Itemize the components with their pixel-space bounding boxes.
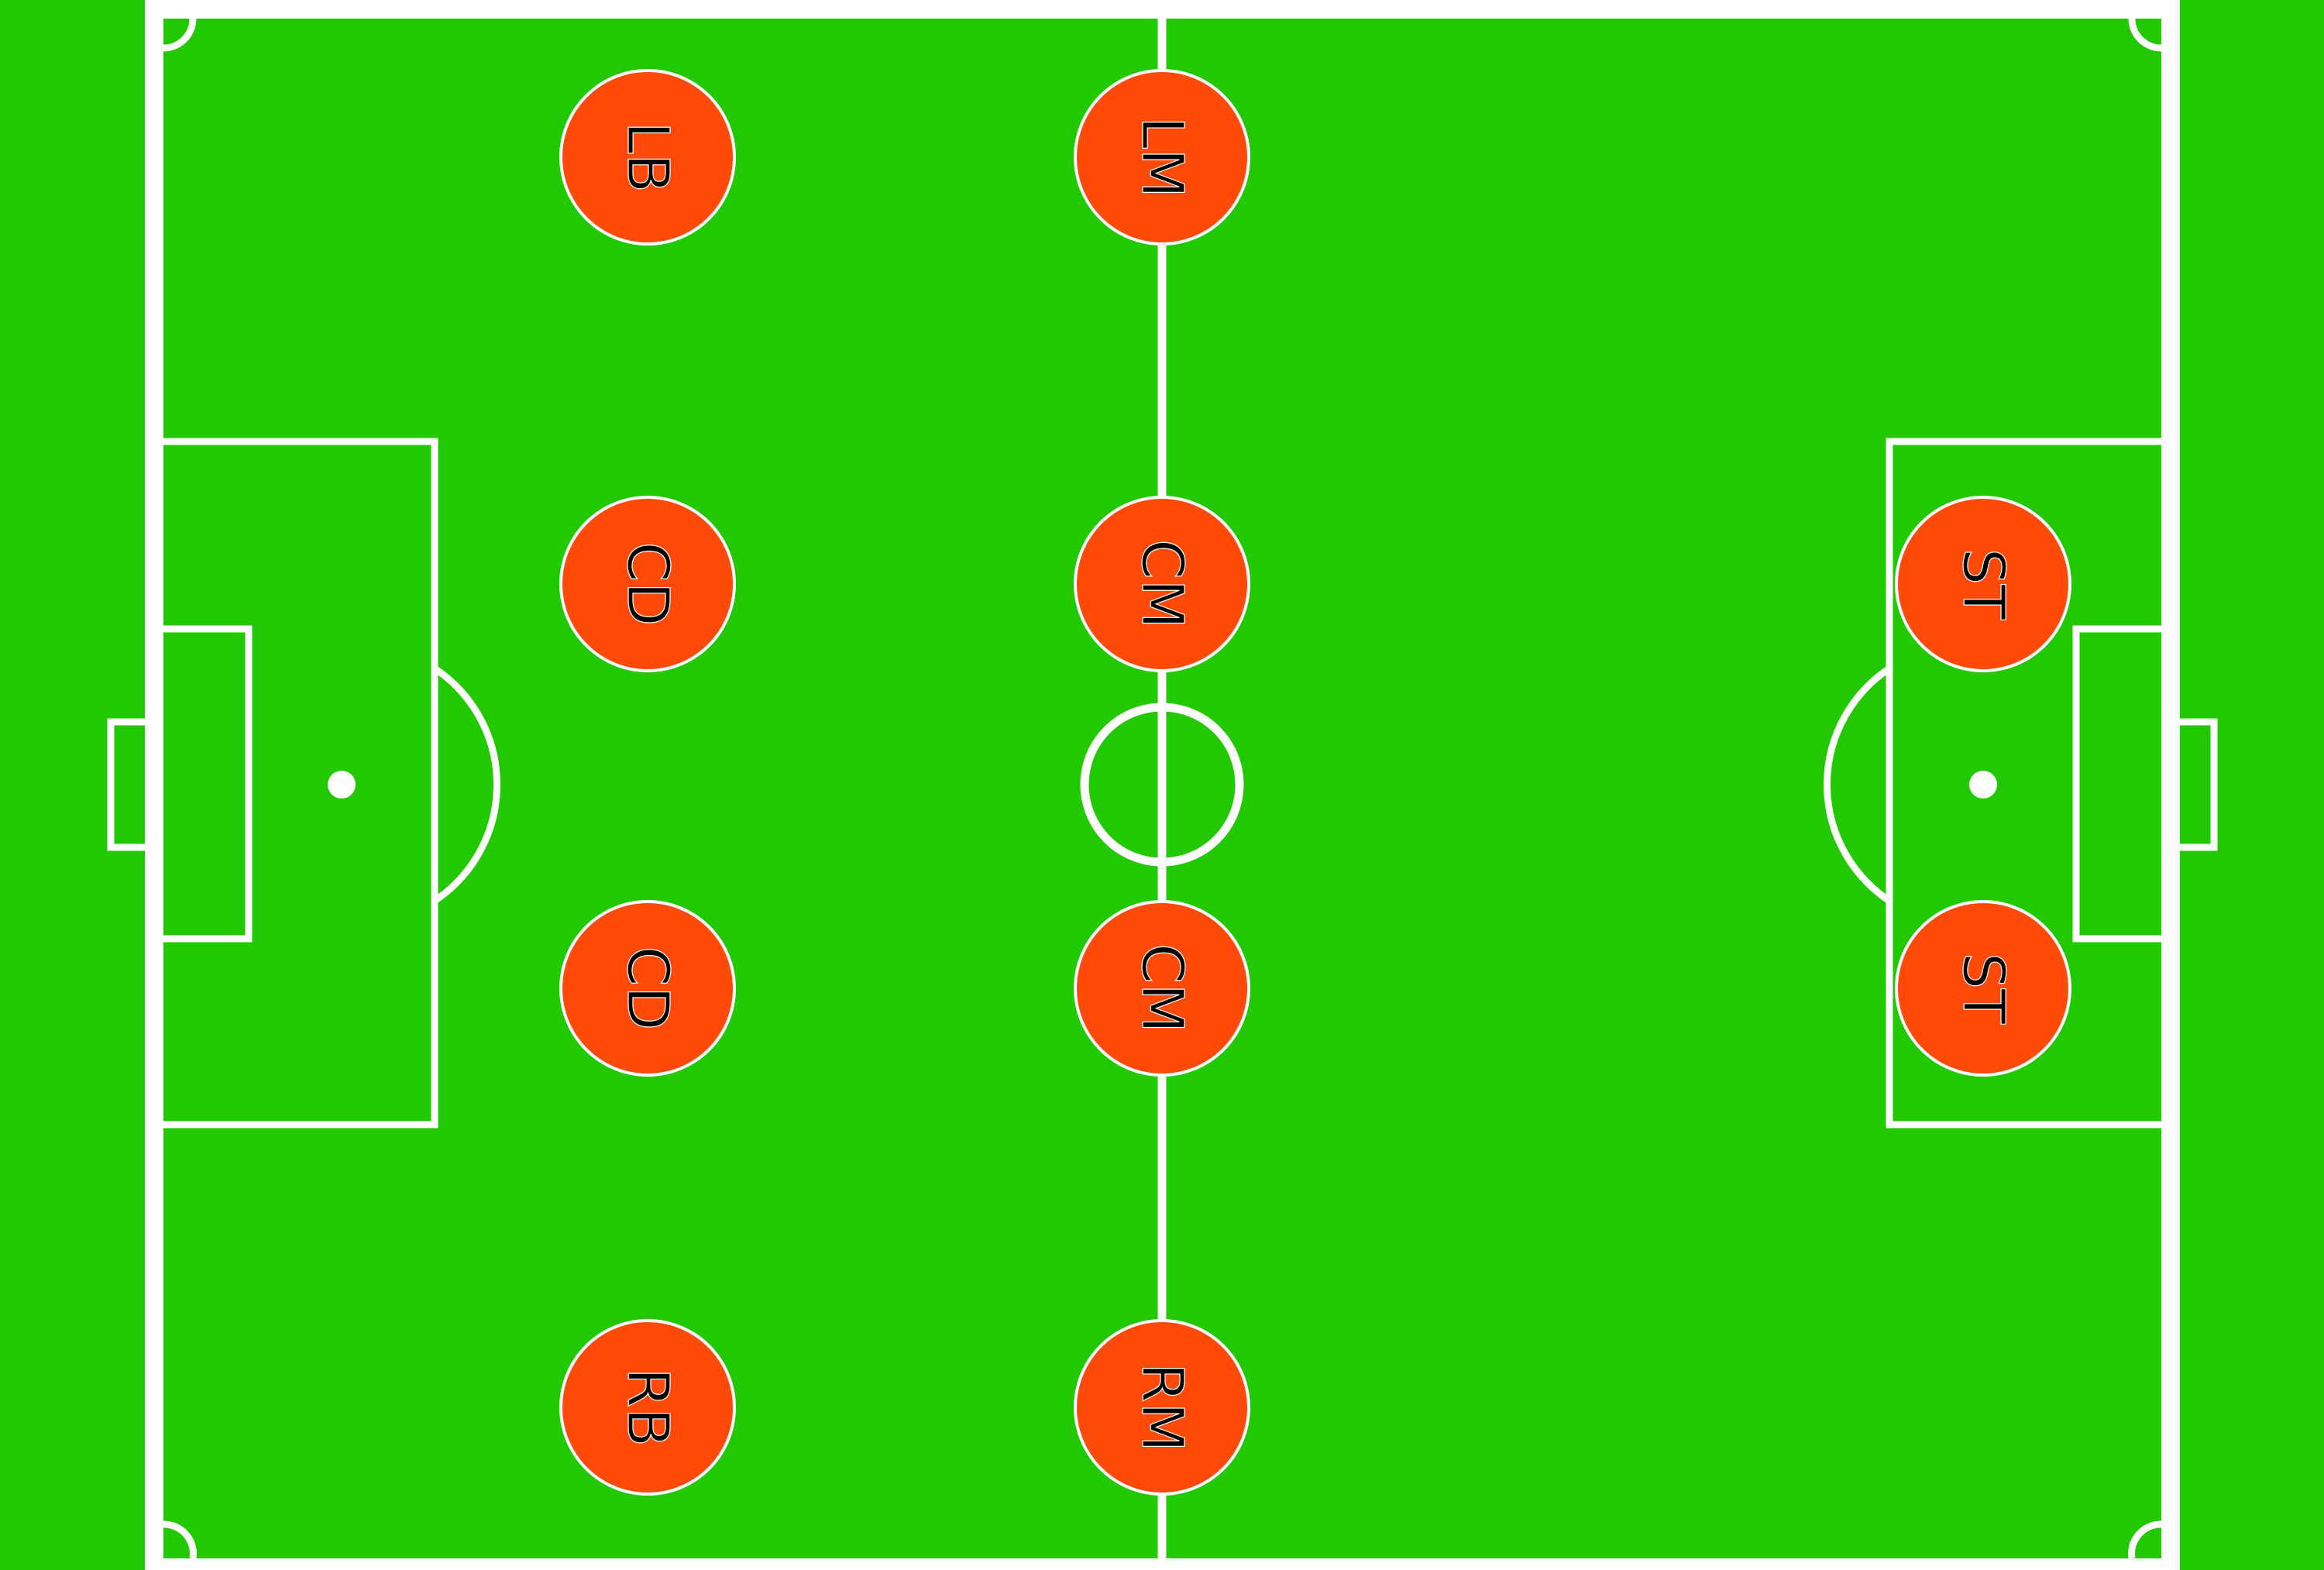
player-st-2[interactable]: ST bbox=[1895, 900, 2071, 1077]
player-label: CD bbox=[614, 946, 681, 1031]
player-label: CM bbox=[1129, 539, 1195, 629]
left-penalty-arc bbox=[432, 665, 500, 904]
player-cm-2[interactable]: CM bbox=[1074, 900, 1250, 1077]
right-penalty-area bbox=[1886, 438, 2161, 1129]
left-penalty-spot bbox=[328, 771, 356, 799]
corner-arc-bottom-left bbox=[163, 1520, 197, 1559]
player-cm-1[interactable]: CM bbox=[1074, 496, 1250, 672]
left-goal bbox=[107, 718, 154, 851]
player-rb[interactable]: RB bbox=[559, 1319, 736, 1496]
right-penalty-spot bbox=[1969, 771, 1997, 799]
player-label: LB bbox=[614, 122, 681, 193]
right-goal-area bbox=[2072, 625, 2161, 943]
player-st-1[interactable]: ST bbox=[1895, 496, 2071, 672]
left-penalty-area bbox=[163, 438, 438, 1129]
player-label: CD bbox=[614, 542, 681, 627]
player-label: RB bbox=[614, 1368, 681, 1447]
player-label: RM bbox=[1129, 1362, 1195, 1451]
corner-arc-bottom-right bbox=[2128, 1520, 2162, 1559]
left-goal-area bbox=[163, 625, 253, 943]
corner-arc-top-right bbox=[2128, 18, 2162, 52]
player-cd-1[interactable]: CD bbox=[559, 496, 736, 672]
player-label: LM bbox=[1129, 116, 1195, 198]
right-penalty-arc bbox=[1824, 665, 1892, 904]
player-lb[interactable]: LB bbox=[559, 69, 736, 246]
right-goal bbox=[2171, 718, 2218, 851]
corner-arc-top-left bbox=[163, 18, 197, 52]
player-label: CM bbox=[1129, 943, 1195, 1033]
player-lm[interactable]: LM bbox=[1074, 69, 1250, 246]
players: LB CD CD RB LM CM CM RM bbox=[559, 69, 2071, 1496]
player-cd-2[interactable]: CD bbox=[559, 900, 736, 1077]
player-label: ST bbox=[1950, 548, 2016, 620]
player-rm[interactable]: RM bbox=[1074, 1319, 1250, 1496]
player-label: ST bbox=[1950, 953, 2016, 1025]
centre-circle bbox=[1080, 703, 1244, 867]
